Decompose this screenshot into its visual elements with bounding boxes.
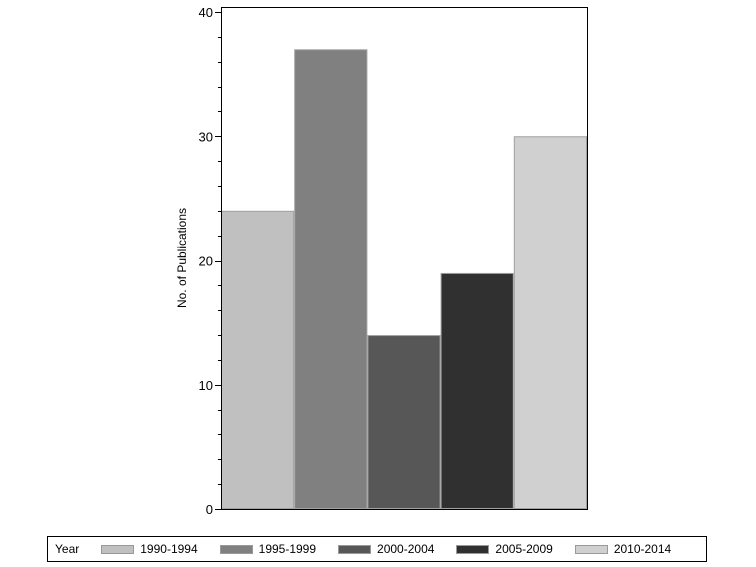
- legend-swatch: [101, 544, 135, 554]
- y-tick-label: 10: [199, 378, 213, 393]
- legend-title: Year: [55, 542, 80, 556]
- legend-swatch: [456, 544, 490, 554]
- legend-label: 1990-1994: [140, 542, 198, 556]
- bar: [294, 49, 368, 510]
- bar: [221, 210, 295, 510]
- legend-item: 1990-1994: [101, 542, 198, 556]
- legend-label: 2005-2009: [495, 542, 553, 556]
- y-tick-label: 20: [199, 254, 213, 269]
- legend-label: 2010-2014: [613, 542, 672, 556]
- legend-item: 1995-1999: [219, 542, 317, 556]
- bar: [367, 335, 441, 509]
- plot-area: 0 10 20 30 40 No. of Publications: [175, 5, 588, 517]
- legend-swatch: [338, 544, 372, 554]
- legend-swatch: [574, 544, 608, 554]
- legend-item: 2005-2009: [456, 542, 553, 556]
- y-tick-label: 40: [199, 5, 213, 20]
- y-axis-label: No. of Publications: [175, 208, 189, 308]
- plot-frame: [221, 7, 588, 510]
- legend: Year 1990-1994 1995-1999 2000-2004 2005-200…: [47, 536, 707, 562]
- y-tick-label: 0: [206, 502, 213, 517]
- legend-swatch: [219, 544, 253, 554]
- bar: [513, 136, 587, 509]
- legend-item: 2010-2014: [574, 542, 672, 556]
- y-tick-label: 30: [199, 129, 213, 144]
- bar: [440, 272, 514, 509]
- legend-label: 2000-2004: [377, 542, 435, 556]
- legend-label: 1995-1999: [258, 542, 317, 556]
- legend-item: 2000-2004: [338, 542, 434, 556]
